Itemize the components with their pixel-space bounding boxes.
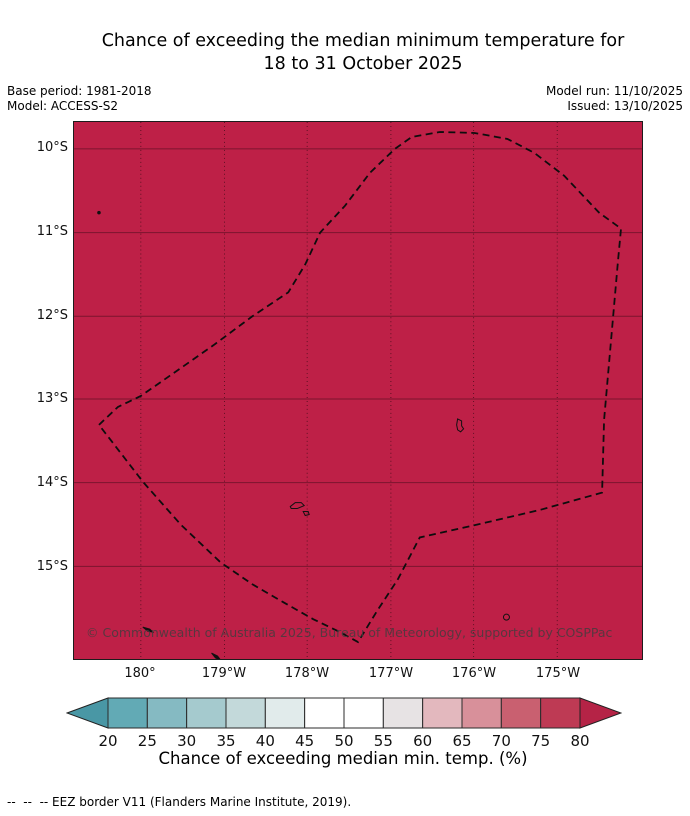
island-outline <box>97 210 101 215</box>
colorbar-segment <box>343 697 384 729</box>
colorbar-segment <box>107 697 148 729</box>
colorbar <box>65 697 623 729</box>
title-line-2: 18 to 31 October 2025 <box>263 54 463 74</box>
island-outline <box>502 613 510 621</box>
x-axis-tick-label: 175°W <box>535 666 581 681</box>
map-panel: © Commonwealth of Australia 2025, Bureau… <box>73 121 643 660</box>
colorbar-segment <box>500 697 542 729</box>
colorbar-tick-label: 30 <box>177 732 197 750</box>
eez-border-dashed-line <box>97 131 622 644</box>
colorbar-tick-label: 20 <box>98 732 118 750</box>
x-axis-tick-label: 178°W <box>284 666 330 681</box>
colorbar-svg <box>65 697 623 729</box>
page-title: Chance of exceeding the median minimum t… <box>18 30 690 76</box>
colorbar-under-arrow <box>65 697 109 729</box>
y-axis-tick-label: 14°S <box>36 475 68 490</box>
colorbar-tick-label: 45 <box>295 732 315 750</box>
meta-right: Model run: 11/10/2025 Issued: 13/10/2025 <box>546 84 683 113</box>
eez-footnote: -- -- -- EEZ border V11 (Flanders Marine… <box>7 795 352 809</box>
colorbar-tick-label: 40 <box>255 732 275 750</box>
colorbar-tick-label: 25 <box>137 732 157 750</box>
title-line-1: Chance of exceeding the median minimum t… <box>101 31 625 51</box>
x-axis-tick-label: 179°W <box>201 666 247 681</box>
colorbar-tick-label: 60 <box>413 732 433 750</box>
colorbar-tick-label: 55 <box>373 732 393 750</box>
issued-text: Issued: 13/10/2025 <box>567 98 683 113</box>
colorbar-segment <box>146 697 188 729</box>
model-text: Model: ACCESS-S2 <box>7 98 119 113</box>
colorbar-tick-label: 80 <box>570 732 590 750</box>
y-axis-tick-label: 10°S <box>36 140 68 155</box>
island-outline <box>289 502 306 510</box>
x-axis-tick-label: 180° <box>124 666 156 681</box>
colorbar-segment <box>304 697 345 729</box>
island-outline <box>211 652 221 659</box>
base-period-text: Base period: 1981-2018 <box>7 84 152 98</box>
colorbar-segment <box>225 697 266 729</box>
island-outline <box>302 511 310 517</box>
colorbar-segment <box>422 697 463 729</box>
colorbar-segment <box>540 697 581 729</box>
y-axis-tick-label: 12°S <box>36 308 68 323</box>
colorbar-tick-label: 35 <box>216 732 236 750</box>
colorbar-label: Chance of exceeding median min. temp. (%… <box>158 749 528 768</box>
colorbar-segment <box>264 697 306 729</box>
x-axis-tick-label: 177°W <box>368 666 414 681</box>
colorbar-tick-label: 70 <box>491 732 511 750</box>
island-outline <box>142 626 155 633</box>
meta-left: Base period: 1981-2018 Model: ACCESS-S2 <box>7 84 152 113</box>
copyright-text: © Commonwealth of Australia 2025, Bureau… <box>86 625 613 640</box>
colorbar-segment <box>186 697 227 729</box>
x-axis-tick-label: 176°W <box>451 666 497 681</box>
model-run-text: Model run: 11/10/2025 <box>545 84 683 98</box>
colorbar-tick-label: 65 <box>452 732 472 750</box>
island-outline <box>456 418 465 433</box>
map-overlay-svg <box>74 122 642 659</box>
y-axis-tick-label: 15°S <box>36 559 68 574</box>
colorbar-segment <box>382 697 424 729</box>
colorbar-segment <box>461 697 502 729</box>
y-axis-tick-label: 11°S <box>36 224 68 239</box>
y-axis-tick-label: 13°S <box>36 391 68 406</box>
colorbar-over-arrow <box>579 697 623 729</box>
colorbar-tick-label: 75 <box>531 732 551 750</box>
colorbar-tick-label: 50 <box>334 732 354 750</box>
